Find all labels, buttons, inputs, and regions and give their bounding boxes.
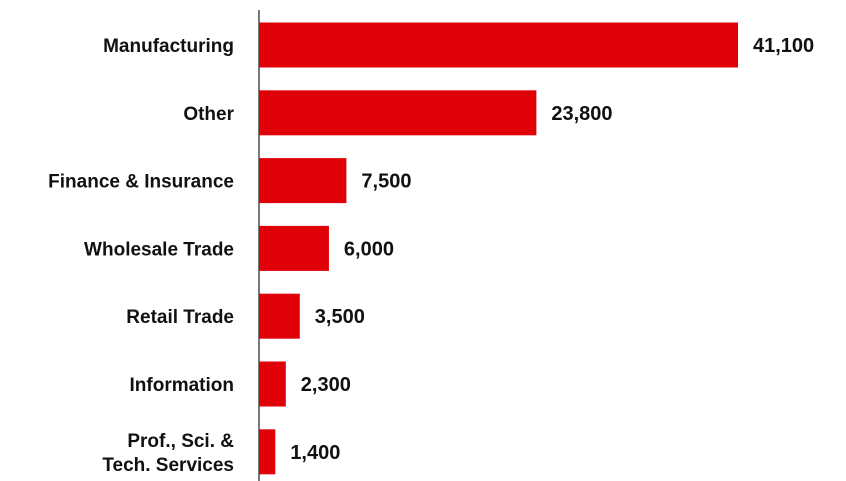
value-label-5: 2,300 (301, 374, 351, 396)
value-label-3: 6,000 (344, 238, 394, 260)
bar-5 (259, 361, 286, 407)
bar-6 (259, 429, 276, 475)
category-label-3: Wholesale Trade (84, 239, 234, 260)
bars-layer (259, 22, 738, 475)
bar-2 (259, 158, 347, 204)
category-label-4: Retail Trade (126, 307, 234, 328)
category-label-0: Manufacturing (103, 36, 234, 57)
value-label-4: 3,500 (315, 306, 365, 328)
category-label-5: Information (130, 375, 235, 396)
category-label-2: Finance & Insurance (48, 172, 234, 193)
bar-1 (259, 90, 537, 136)
value-label-6: 1,400 (290, 442, 340, 464)
bar-3 (259, 225, 329, 271)
value-label-1: 23,800 (551, 103, 612, 125)
category-label-6: Prof., Sci. & Tech. Services (102, 431, 234, 476)
value-label-0: 41,100 (753, 35, 814, 57)
bar-4 (259, 293, 300, 339)
category-label-1: Other (183, 104, 234, 125)
value-label-2: 7,500 (361, 171, 411, 193)
bar-0 (259, 22, 738, 68)
labels-layer: 41,100 Manufacturing 23,800 Other 7,500 Finan… (48, 35, 814, 476)
